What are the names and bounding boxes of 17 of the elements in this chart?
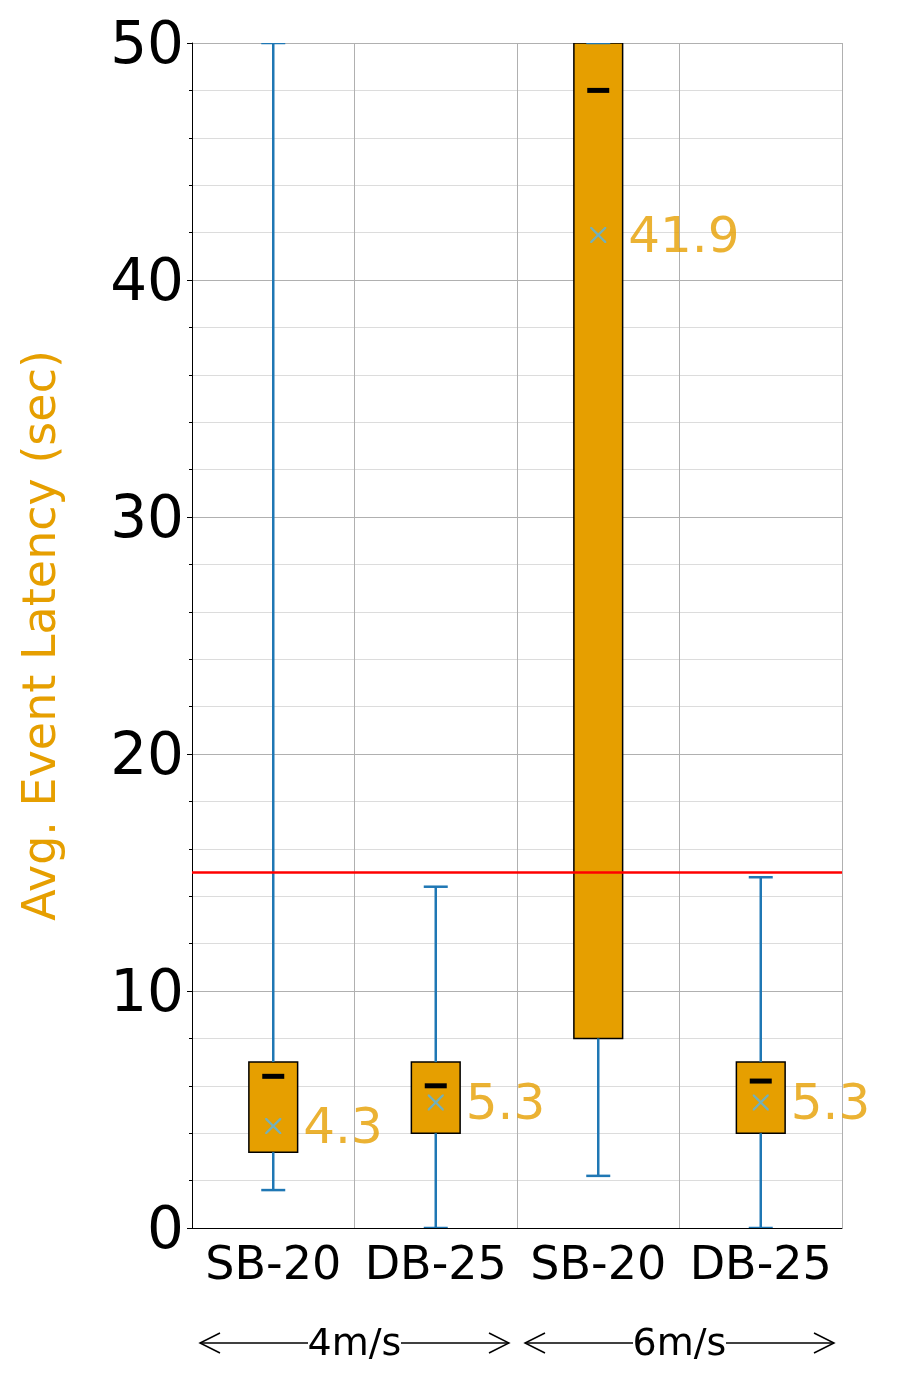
y-tick-label: 50 — [110, 9, 184, 77]
annotation: 41.9 — [628, 205, 740, 264]
annotation: 4.3 — [303, 1097, 383, 1156]
y-tick-label: 0 — [147, 1194, 184, 1262]
x-tick-label: DB-25 — [364, 1236, 507, 1290]
y-tick-label: 20 — [110, 720, 184, 788]
y-tick-label: 40 — [110, 246, 184, 314]
text: 6m/s — [632, 1320, 727, 1364]
x-tick-label: SB-20 — [530, 1236, 667, 1290]
text: 4m/s — [307, 1320, 402, 1364]
x-tick-label: DB-25 — [689, 1236, 832, 1290]
y-tick-label: 10 — [110, 957, 184, 1025]
x-tick-label: SB-20 — [205, 1236, 342, 1290]
y-axis-title: Avg. Event Latency (sec) — [12, 350, 66, 921]
y-tick-label: 30 — [110, 483, 184, 551]
annotation: 5.3 — [790, 1073, 871, 1132]
annotation: 5.3 — [465, 1073, 546, 1132]
